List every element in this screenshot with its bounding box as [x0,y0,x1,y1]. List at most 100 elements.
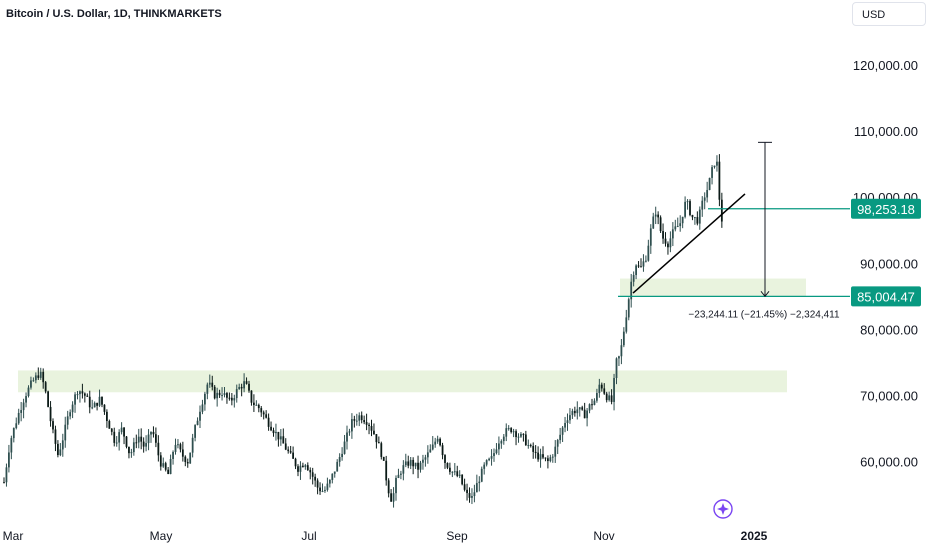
candle [103,404,106,415]
candle [370,419,373,437]
currency-button[interactable]: USD [852,2,926,26]
candle [137,428,140,449]
candle [208,374,211,388]
candle [664,232,667,247]
candle [179,442,182,453]
candle [534,445,537,459]
candle [306,462,309,471]
candle [473,484,476,503]
candle [52,418,54,434]
price-tag-label: 85,004.47 [857,289,915,304]
candle [390,489,392,502]
candle [490,449,493,466]
candle [186,458,189,468]
chart-drawings[interactable]: −23,244.11 (−21.45%) −2,324,411 [618,141,850,320]
candle [380,441,383,460]
candle [566,413,569,431]
time-tick-label: 2025 [741,529,768,543]
candle [3,477,5,484]
candle [515,429,517,446]
candle [10,435,13,460]
assistant-icon[interactable] [713,499,733,519]
candle [164,461,167,472]
candle [12,427,15,443]
trendline[interactable] [632,193,746,294]
candle [270,421,272,432]
price-tag-lower[interactable]: 85,004.47 [851,286,921,307]
candle [439,437,441,447]
candle [358,412,361,427]
candle [71,401,74,419]
candle [328,479,331,488]
candle [451,471,454,478]
candle [20,401,23,422]
candle [520,432,522,438]
candle [174,438,177,455]
candle [304,463,307,470]
candle [645,255,647,263]
price-axis[interactable]: 60,000.0070,000.0080,000.0090,000.00100,… [853,58,918,470]
candle [711,165,713,185]
candle [554,440,557,463]
candle [422,454,424,470]
price-tag-upper[interactable]: 98,253.18 [851,198,921,219]
candle [637,261,640,268]
candle [88,390,91,414]
candle [216,387,219,407]
candle [412,457,415,475]
candle [561,425,564,443]
candle [155,427,157,448]
candle [505,423,508,442]
candle [37,367,40,380]
candle [47,390,49,408]
candle [61,433,64,457]
candle [292,446,294,459]
time-axis[interactable]: Mar May Jul Sep Nov 2025 [3,529,768,543]
candle [64,416,67,448]
candle [101,396,103,408]
candle [5,463,8,487]
candle [277,431,280,447]
candle [265,410,268,419]
candle [321,483,324,493]
candle [135,434,138,449]
candle [480,466,483,483]
candle [157,435,160,462]
candle [667,241,669,255]
candle [42,368,45,389]
candle [716,155,718,172]
candle [676,217,679,228]
candle [708,177,711,191]
candle [150,431,152,443]
candle [694,216,696,225]
candle [510,427,513,434]
support-zone[interactable] [620,278,806,297]
candle [544,457,547,462]
candle [204,391,206,411]
candle [326,477,329,492]
candle [15,417,18,430]
candle [684,196,686,219]
candle [524,430,527,447]
candle [257,403,260,413]
candle [32,377,35,382]
candle [431,436,434,451]
candle [17,408,20,425]
candle [260,406,263,417]
candle [177,439,179,449]
time-tick-label: Jul [301,529,316,543]
candle [338,453,341,467]
candle [262,410,265,420]
candle [91,399,94,410]
candle [512,428,515,438]
candle [444,454,446,469]
candle [703,192,706,210]
candle [483,462,486,475]
candle [199,405,201,429]
candle [583,402,586,419]
candle [34,372,37,384]
support-zone[interactable] [18,370,787,393]
candle [576,401,579,420]
candle [346,425,348,450]
